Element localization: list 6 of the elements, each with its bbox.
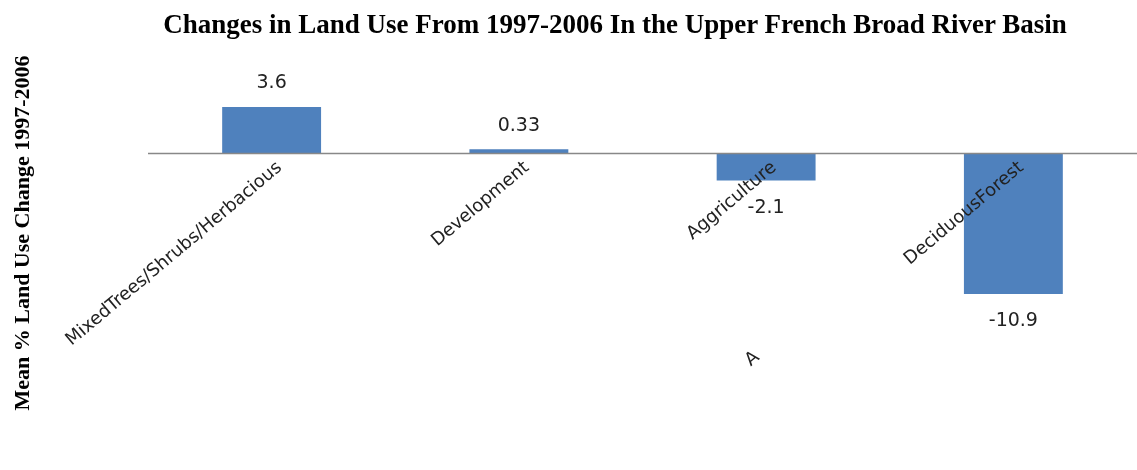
data-label: 3.6 bbox=[256, 70, 287, 93]
y-axis-title: Mean % Land Use Change 1997-2006 bbox=[9, 54, 35, 413]
x-axis-title: A bbox=[739, 345, 764, 370]
data-label: 0.33 bbox=[497, 112, 541, 135]
chart-title: Changes in Land Use From 1997-2006 In the Upper French Broad River Basin bbox=[162, 8, 1068, 40]
data-label: -10.9 bbox=[988, 308, 1038, 331]
